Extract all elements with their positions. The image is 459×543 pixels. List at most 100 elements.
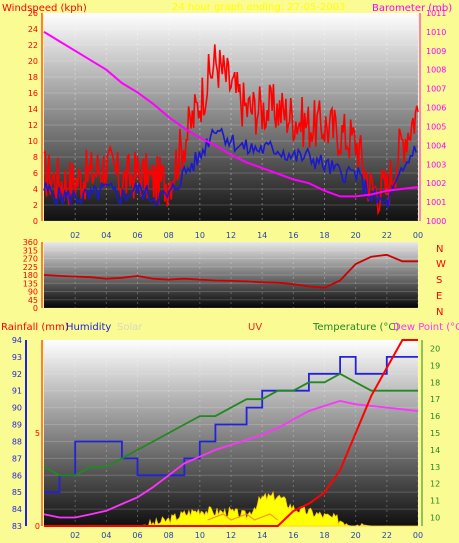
top-x-tick-label: 22	[382, 231, 392, 240]
wind-tick-label: 2	[33, 201, 38, 210]
baro-tick-label: 1009	[426, 47, 446, 56]
temp-axis-title: Temperature (°C)	[312, 322, 399, 333]
bottom-x-tick-label: 20	[351, 531, 361, 540]
compass-w: W	[436, 259, 446, 270]
humidity-axis-title: Humidity	[66, 322, 111, 333]
baro-tick-label: 1006	[426, 104, 446, 113]
wind-baro-plot-area	[44, 13, 418, 221]
humidity-tick-label: 93	[12, 353, 22, 362]
temperature-series	[43, 372, 418, 477]
temp-tick-label: 16	[430, 412, 440, 421]
rain-tick-label: 0	[35, 522, 40, 531]
graph-title: 24 hour graph ending: 27-05-2003	[172, 2, 345, 13]
top-x-tick-label: 06	[132, 231, 142, 240]
direction-series	[43, 253, 418, 289]
temp-tick-label: 13	[430, 463, 440, 472]
temp-tick-label: 12	[430, 480, 440, 489]
temp-tick-label: 11	[430, 497, 440, 506]
wind-tick-label: 10	[28, 137, 38, 146]
gust-series	[43, 44, 419, 216]
uv-series	[207, 513, 279, 521]
uv-axis-title: UV	[248, 322, 262, 333]
wind-tick-label: 26	[28, 9, 38, 18]
baro-tick-label: 1003	[426, 160, 446, 169]
top-x-tick-label: 08	[164, 231, 174, 240]
baro-tick-label: 1004	[426, 141, 446, 150]
top-x-tick-label: 02	[70, 231, 80, 240]
wind-tick-label: 12	[28, 121, 38, 130]
top-x-tick-label: 14	[257, 231, 267, 240]
direction-tick-label: 90	[28, 288, 38, 297]
bottom-x-tick-label: 10	[195, 531, 205, 540]
temp-tick-label: 15	[430, 429, 440, 438]
wind-tick-label: 18	[28, 73, 38, 82]
solar-axis-title: Solar	[117, 322, 143, 333]
wind-tick-label: 22	[28, 41, 38, 50]
rainfall-series	[44, 339, 418, 527]
bottom-x-tick-label: 00	[413, 531, 423, 540]
temp-tick-label: 19	[430, 361, 440, 370]
top-x-tick-label: 12	[226, 231, 236, 240]
temp-tick-label: 20	[430, 344, 440, 353]
top-x-tick-label: 04	[101, 231, 111, 240]
wind-tick-label: 24	[28, 25, 38, 34]
baro-tick-label: 1005	[426, 122, 446, 131]
wind-tick-label: 0	[33, 217, 38, 226]
temp-tick-label: 14	[430, 446, 440, 455]
direction-tick-label: 360	[23, 238, 38, 247]
humidity-series	[44, 355, 418, 494]
avg-wind-series	[43, 127, 417, 209]
bottom-x-tick-label: 06	[132, 531, 142, 540]
barometer-series	[43, 31, 419, 198]
bottom-x-tick-label: 16	[288, 531, 298, 540]
wind-tick-label: 20	[28, 57, 38, 66]
rain-tick-label: 5	[35, 429, 40, 438]
humidity-tick-label: 83	[12, 522, 22, 531]
top-x-tick-label: 00	[413, 231, 423, 240]
bottom-x-tick-label: 14	[257, 531, 267, 540]
bottom-x-tick-label: 02	[70, 531, 80, 540]
humidity-tick-label: 88	[12, 437, 22, 446]
wind-tick-label: 4	[33, 185, 38, 194]
bottom-x-tick-label: 12	[226, 531, 236, 540]
wind-axis-title: Windspeed (kph)	[2, 3, 87, 14]
wind-tick-label: 14	[28, 105, 38, 114]
compass-n-bottom: N	[436, 307, 443, 318]
compass-e: E	[436, 291, 442, 302]
baro-tick-label: 1000	[426, 217, 446, 226]
bottom-x-tick-label: 04	[101, 531, 111, 540]
baro-tick-label: 1001	[426, 198, 446, 207]
dew-axis-title: Dew Point (°C)	[393, 322, 459, 333]
top-x-tick-label: 20	[351, 231, 361, 240]
baro-tick-label: 1011	[426, 9, 446, 18]
direction-tick-label: 315	[23, 246, 38, 255]
wind-tick-label: 16	[28, 89, 38, 98]
bottom-x-tick-label: 08	[164, 531, 174, 540]
baro-tick-label: 1002	[426, 179, 446, 188]
direction-tick-label: 135	[23, 279, 38, 288]
humidity-tick-label: 84	[12, 505, 22, 514]
baro-axis-title: Barometer (mb)	[372, 3, 452, 14]
direction-plot-area	[44, 242, 418, 308]
humidity-tick-label: 86	[12, 471, 22, 480]
bottom-x-tick-label: 18	[319, 531, 329, 540]
humidity-tick-label: 91	[12, 387, 22, 396]
compass-s: S	[436, 275, 442, 286]
dew-point-series	[43, 399, 419, 519]
humidity-tick-label: 85	[12, 488, 22, 497]
humidity-tick-label: 90	[12, 404, 22, 413]
baro-tick-label: 1008	[426, 66, 446, 75]
humidity-tick-label: 94	[12, 336, 22, 345]
direction-tick-label: 225	[23, 263, 38, 272]
humidity-tick-label: 87	[12, 454, 22, 463]
top-x-tick-label: 18	[319, 231, 329, 240]
wind-tick-label: 6	[33, 169, 38, 178]
compass-n-top: N	[436, 244, 443, 255]
temp-tick-label: 18	[430, 378, 440, 387]
humidity-tick-label: 89	[12, 421, 22, 430]
top-x-tick-label: 10	[195, 231, 205, 240]
bottom-x-tick-label: 22	[382, 531, 392, 540]
climate-plot-area	[44, 340, 418, 526]
